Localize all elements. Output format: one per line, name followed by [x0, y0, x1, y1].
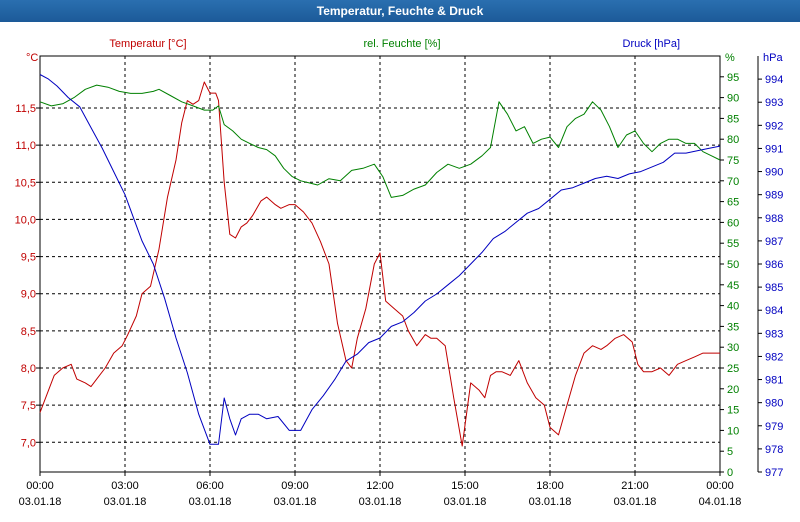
y-tick-pressure: 985 — [765, 282, 783, 294]
x-tick-date: 03.01.18 — [274, 496, 317, 508]
x-tick-time: 12:00 — [366, 480, 394, 492]
x-tick-date: 03.01.18 — [189, 496, 232, 508]
y-tick-pressure: 988 — [765, 213, 783, 225]
plot-frame — [39, 55, 721, 473]
y-tick-temperature: 10,0 — [15, 214, 36, 226]
y-tick-pressure: 992 — [765, 120, 783, 132]
y-tick-humidity: 10 — [727, 425, 739, 437]
weather-chart: 00:00 03.01.18 03:00 03.01.18 06:00 03.01.18 0… — [15, 38, 784, 508]
axis-title-pressure: Druck [hPa] — [623, 38, 680, 50]
y-tick-pressure: 979 — [765, 421, 783, 433]
y-tick-temperature: 11,5 — [15, 103, 36, 115]
y-tick-pressure: 980 — [765, 398, 783, 410]
y-tick-humidity: 80 — [727, 134, 739, 146]
axis-title-temperature: Temperatur [°C] — [109, 38, 186, 50]
y-tick-temperature: 10,5 — [15, 177, 36, 189]
y-tick-humidity: 20 — [727, 384, 739, 396]
y-tick-temperature: 9,5 — [21, 252, 36, 264]
y-tick-humidity: 70 — [727, 176, 739, 188]
x-tick-date: 03.01.18 — [614, 496, 657, 508]
y-tick-pressure: 991 — [765, 143, 783, 155]
y-tick-pressure: 977 — [765, 467, 783, 479]
series-line-humidity — [39, 84, 721, 198]
y-tick-pressure: 984 — [765, 305, 783, 317]
y-tick-pressure: 990 — [765, 167, 783, 179]
y-tick-pressure: 994 — [765, 74, 783, 86]
x-tick-time: 03:00 — [111, 480, 139, 492]
unit-label-temperature: °C — [26, 52, 38, 64]
y-tick-humidity: 35 — [727, 321, 739, 333]
x-tick-time: 18:00 — [536, 480, 564, 492]
x-tick-date: 03.01.18 — [104, 496, 147, 508]
x-tick-time: 21:00 — [621, 480, 649, 492]
x-tick-date: 04.01.18 — [699, 496, 742, 508]
y-tick-humidity: 0 — [727, 467, 733, 479]
y-tick-temperature: 8,0 — [21, 363, 36, 375]
y-tick-pressure: 987 — [765, 236, 783, 248]
y-tick-humidity: 95 — [727, 72, 739, 84]
y-tick-humidity: 15 — [727, 405, 739, 417]
unit-label-pressure: hPa — [763, 52, 783, 64]
y-tick-pressure: 989 — [765, 190, 783, 202]
y-tick-temperature: 7,0 — [21, 437, 36, 449]
x-tick-time: 09:00 — [281, 480, 309, 492]
y-tick-temperature: 11,0 — [15, 140, 36, 152]
y-tick-humidity: 5 — [727, 446, 733, 458]
y-tick-humidity: 75 — [727, 155, 739, 167]
y-tick-humidity: 60 — [727, 217, 739, 229]
y-tick-pressure: 993 — [765, 97, 783, 109]
series-line-pressure — [39, 74, 721, 445]
x-tick-date: 03.01.18 — [19, 496, 62, 508]
y-tick-pressure: 978 — [765, 444, 783, 456]
y-tick-pressure: 986 — [765, 259, 783, 271]
window-title: Temperatur, Feuchte & Druck — [316, 4, 484, 18]
x-tick-time: 00:00 — [706, 480, 734, 492]
chart-grid — [36, 56, 762, 476]
y-tick-humidity: 25 — [727, 363, 739, 375]
y-tick-humidity: 55 — [727, 238, 739, 250]
y-tick-temperature: 9,0 — [21, 289, 36, 301]
window-title-bar: Temperatur, Feuchte & Druck — [0, 0, 800, 22]
axis-labels-layer: 00:00 03.01.18 03:00 03.01.18 06:00 03.01.18 0… — [15, 38, 784, 508]
y-tick-pressure: 983 — [765, 328, 783, 340]
y-tick-humidity: 50 — [727, 259, 739, 271]
y-tick-temperature: 8,5 — [21, 326, 36, 338]
y-tick-pressure: 982 — [765, 351, 783, 363]
y-tick-humidity: 45 — [727, 280, 739, 292]
y-tick-humidity: 30 — [727, 342, 739, 354]
unit-label-humidity: % — [725, 52, 735, 64]
x-tick-date: 03.01.18 — [444, 496, 487, 508]
axis-title-humidity: rel. Feuchte [%] — [363, 38, 440, 50]
x-tick-time: 06:00 — [196, 480, 224, 492]
y-tick-temperature: 7,5 — [21, 400, 36, 412]
series-layer — [39, 74, 721, 447]
x-tick-time: 00:00 — [26, 480, 54, 492]
y-tick-humidity: 40 — [727, 301, 739, 313]
y-tick-humidity: 85 — [727, 113, 739, 125]
y-tick-pressure: 981 — [765, 375, 783, 387]
x-tick-time: 15:00 — [451, 480, 479, 492]
x-tick-date: 03.01.18 — [529, 496, 572, 508]
y-tick-humidity: 90 — [727, 93, 739, 105]
x-tick-date: 03.01.18 — [359, 496, 402, 508]
y-tick-humidity: 65 — [727, 197, 739, 209]
